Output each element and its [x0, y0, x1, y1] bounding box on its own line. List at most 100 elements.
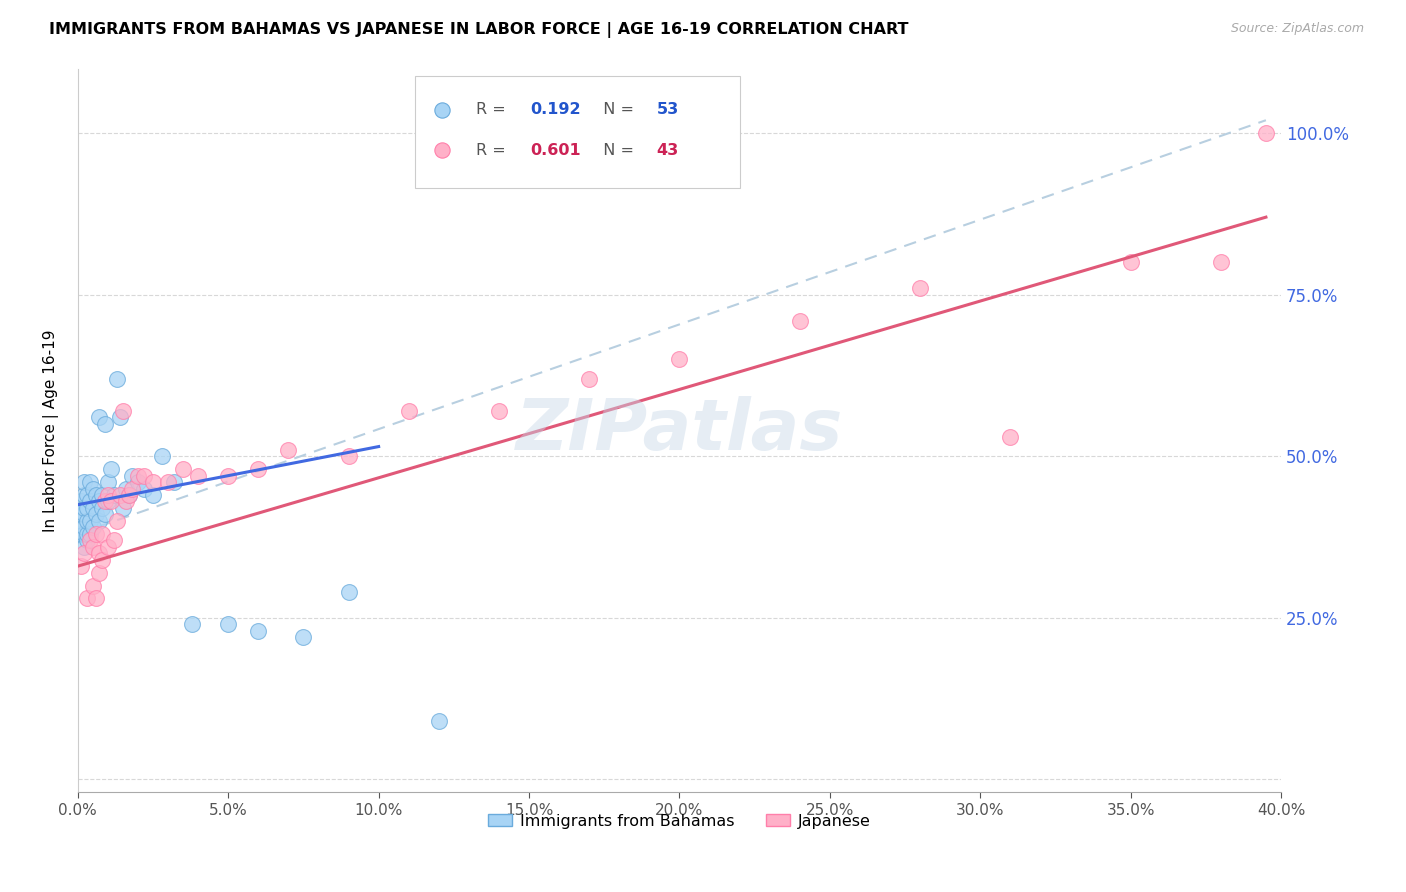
Point	[82, 540, 104, 554]
Point	[247, 462, 270, 476]
Point	[90, 488, 112, 502]
Point	[908, 281, 931, 295]
Point	[82, 500, 104, 515]
Point	[337, 450, 360, 464]
Legend: Immigrants from Bahamas, Japanese: Immigrants from Bahamas, Japanese	[481, 807, 877, 835]
Point	[247, 624, 270, 638]
Point	[127, 468, 149, 483]
Point	[1254, 126, 1277, 140]
Text: 53: 53	[657, 103, 679, 117]
Point	[94, 417, 117, 431]
Point	[115, 482, 138, 496]
Point	[97, 540, 120, 554]
Point	[1209, 255, 1232, 269]
Y-axis label: In Labor Force | Age 16-19: In Labor Force | Age 16-19	[44, 329, 59, 532]
Point	[87, 514, 110, 528]
Point	[103, 488, 125, 502]
Text: N =: N =	[593, 103, 638, 117]
Point	[76, 533, 98, 548]
Point	[163, 475, 186, 489]
Point	[668, 352, 690, 367]
Text: R =: R =	[477, 143, 510, 158]
Point	[132, 482, 155, 496]
Point	[73, 546, 96, 560]
Point	[97, 494, 120, 508]
Point	[79, 494, 101, 508]
Text: R =: R =	[477, 103, 510, 117]
Point	[108, 488, 131, 502]
Point	[398, 404, 420, 418]
Point	[84, 488, 107, 502]
Point	[87, 546, 110, 560]
Point	[84, 526, 107, 541]
Point	[73, 508, 96, 522]
Point	[87, 494, 110, 508]
Text: 0.192: 0.192	[530, 103, 581, 117]
Point	[87, 566, 110, 580]
Point	[73, 520, 96, 534]
Point	[100, 494, 122, 508]
Point	[76, 514, 98, 528]
Point	[79, 526, 101, 541]
Point	[1000, 430, 1022, 444]
Point	[789, 313, 811, 327]
Point	[1119, 255, 1142, 269]
Point	[70, 494, 93, 508]
Point	[73, 526, 96, 541]
Point	[82, 482, 104, 496]
Point	[70, 559, 93, 574]
Point	[217, 617, 239, 632]
Point	[578, 372, 600, 386]
Point	[277, 442, 299, 457]
Point	[79, 533, 101, 548]
Point	[108, 410, 131, 425]
Point	[172, 462, 194, 476]
Point	[82, 578, 104, 592]
Text: ZIPatlas: ZIPatlas	[516, 396, 844, 465]
Point	[94, 494, 117, 508]
Point	[292, 630, 315, 644]
Point	[87, 410, 110, 425]
Point	[181, 617, 204, 632]
Point	[427, 714, 450, 729]
Point	[111, 404, 134, 418]
Point	[150, 450, 173, 464]
Point	[103, 533, 125, 548]
Point	[73, 540, 96, 554]
Point	[118, 488, 141, 502]
Point	[79, 514, 101, 528]
Point	[82, 520, 104, 534]
Point	[127, 475, 149, 489]
Point	[76, 500, 98, 515]
Point	[90, 526, 112, 541]
Text: Source: ZipAtlas.com: Source: ZipAtlas.com	[1230, 22, 1364, 36]
Point	[76, 591, 98, 606]
Point	[90, 500, 112, 515]
Point	[97, 488, 120, 502]
Point	[121, 482, 143, 496]
Point	[488, 404, 510, 418]
Point	[79, 475, 101, 489]
Point	[118, 488, 141, 502]
Point	[97, 475, 120, 489]
Point	[115, 494, 138, 508]
Point	[84, 591, 107, 606]
Point	[111, 500, 134, 515]
Point	[73, 488, 96, 502]
Text: IMMIGRANTS FROM BAHAMAS VS JAPANESE IN LABOR FORCE | AGE 16-19 CORRELATION CHART: IMMIGRANTS FROM BAHAMAS VS JAPANESE IN L…	[49, 22, 908, 38]
Text: 0.601: 0.601	[530, 143, 581, 158]
Point	[121, 468, 143, 483]
Point	[84, 508, 107, 522]
Point	[105, 372, 128, 386]
Point	[217, 468, 239, 483]
Point	[70, 514, 93, 528]
Text: 43: 43	[657, 143, 679, 158]
Point	[94, 508, 117, 522]
Point	[90, 552, 112, 566]
Text: N =: N =	[593, 143, 638, 158]
Point	[142, 488, 165, 502]
Point	[105, 514, 128, 528]
Point	[132, 468, 155, 483]
Point	[73, 500, 96, 515]
Point	[157, 475, 180, 489]
